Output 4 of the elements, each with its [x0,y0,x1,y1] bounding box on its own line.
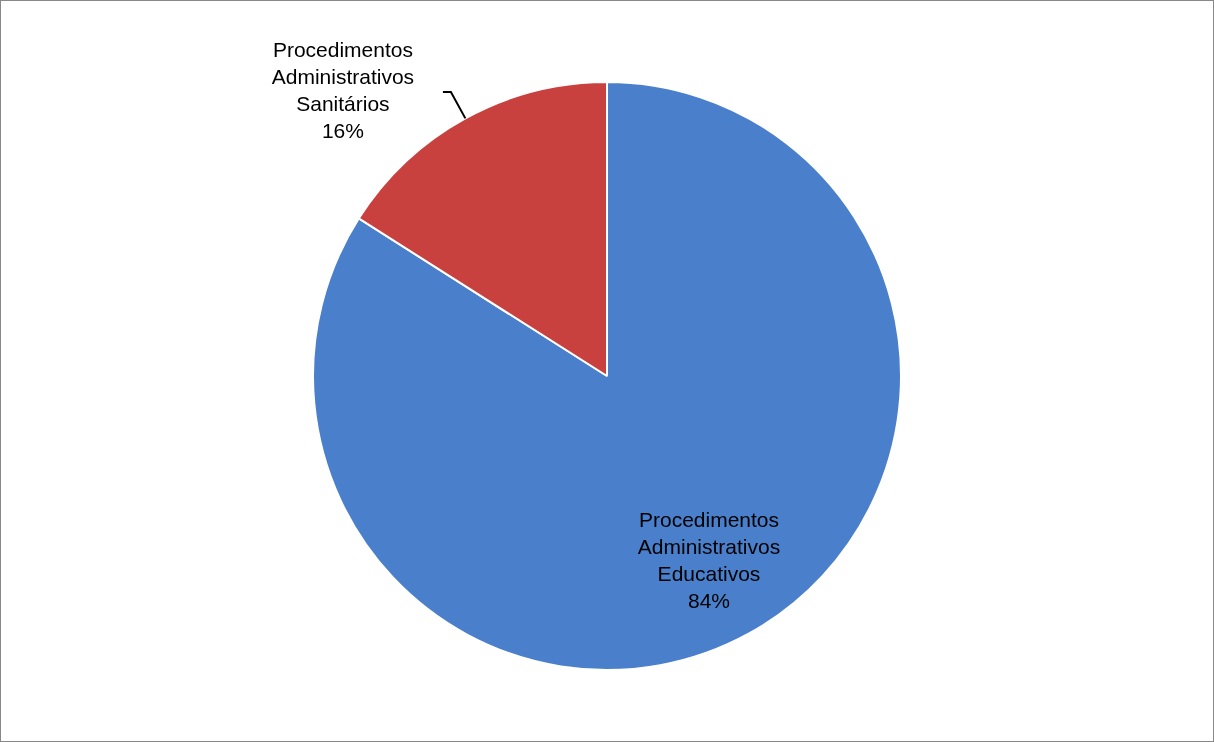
slice-label: Procedimentos Administrativos Sanitários [271,38,415,116]
data-label: 84% [687,588,730,612]
slice-label: Procedimentos Administrativos Educativos [637,507,781,585]
data-label: 16% [321,119,364,143]
